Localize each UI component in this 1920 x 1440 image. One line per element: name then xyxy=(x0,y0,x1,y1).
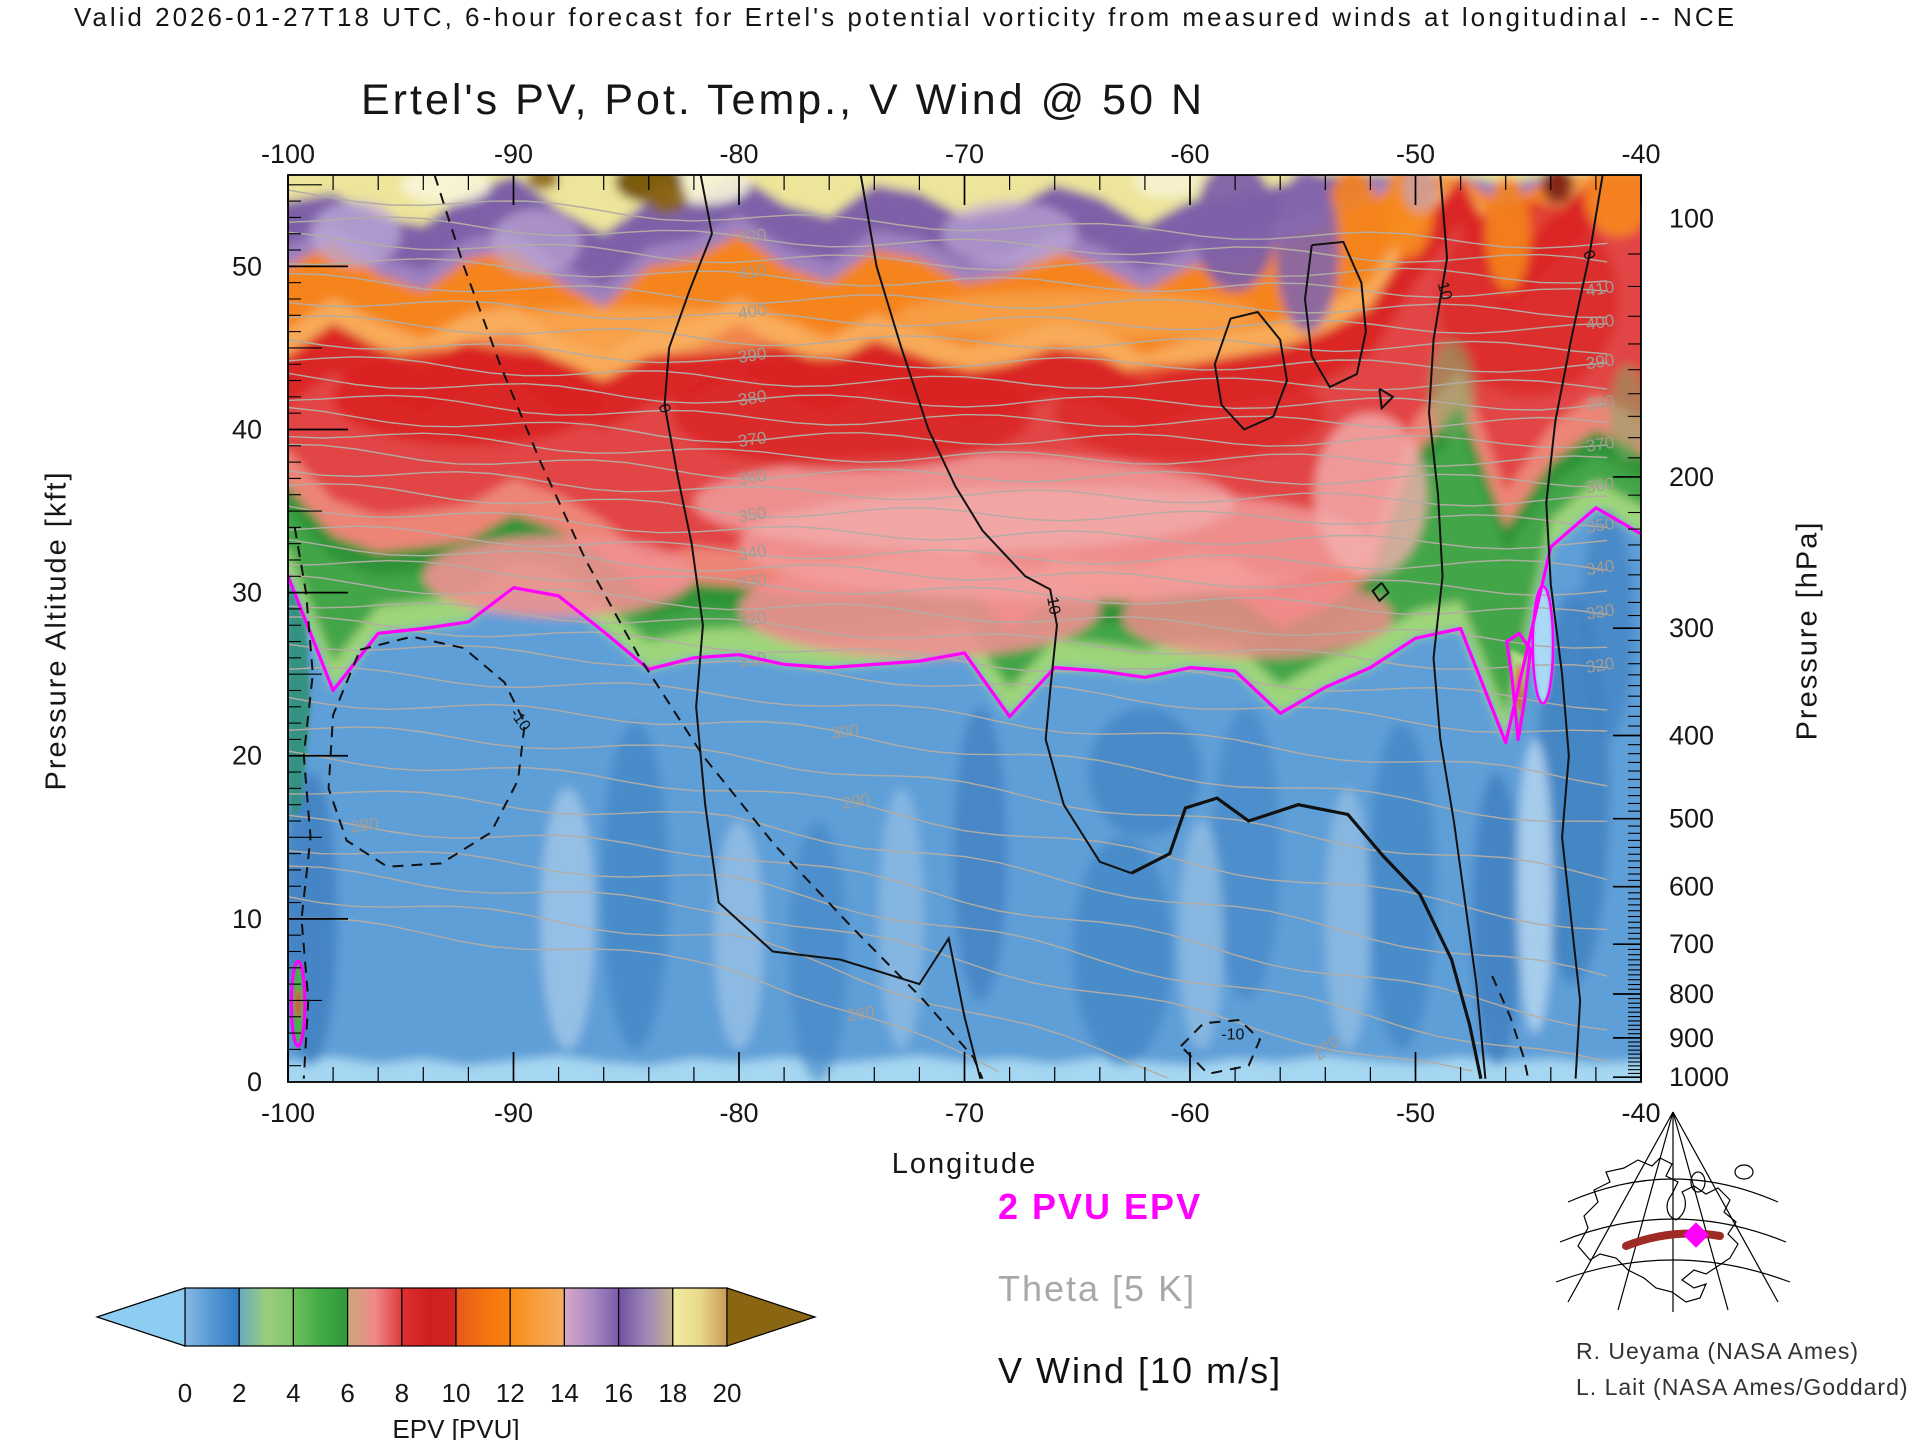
svg-text:330: 330 xyxy=(1585,600,1616,623)
svg-text:30: 30 xyxy=(232,578,262,608)
svg-text:-40: -40 xyxy=(1621,1098,1660,1128)
svg-text:0: 0 xyxy=(247,1067,262,1097)
locator-map xyxy=(1555,1111,1791,1312)
svg-text:400: 400 xyxy=(1585,311,1616,334)
svg-text:380: 380 xyxy=(1585,391,1616,414)
legend-theta: Theta [5 K] xyxy=(998,1268,1197,1309)
legend-v-wind: V Wind [10 m/s] xyxy=(998,1350,1283,1391)
svg-text:600: 600 xyxy=(1669,872,1714,902)
svg-text:410: 410 xyxy=(737,261,768,284)
svg-text:-90: -90 xyxy=(494,139,533,169)
svg-text:-70: -70 xyxy=(945,139,984,169)
svg-text:8: 8 xyxy=(395,1378,409,1408)
valid-time-header: Valid 2026-01-27T18 UTC, 6-hour forecast… xyxy=(74,2,1738,32)
svg-text:-90: -90 xyxy=(494,1098,533,1128)
svg-text:-60: -60 xyxy=(1170,139,1209,169)
svg-text:420: 420 xyxy=(737,225,768,248)
svg-text:340: 340 xyxy=(737,541,768,564)
svg-text:500: 500 xyxy=(1669,804,1714,834)
svg-text:390: 390 xyxy=(737,344,768,367)
svg-text:12: 12 xyxy=(496,1378,525,1408)
svg-text:40: 40 xyxy=(232,414,262,444)
svg-text:10: 10 xyxy=(1434,280,1455,302)
epv-filled-contours xyxy=(288,175,1641,1082)
svg-text:370: 370 xyxy=(737,428,768,451)
svg-text:-10: -10 xyxy=(1221,1027,1244,1044)
svg-text:700: 700 xyxy=(1669,929,1714,959)
credit-author-2: L. Lait (NASA Ames/Goddard) xyxy=(1576,1374,1909,1400)
pvu2-contour xyxy=(288,506,1641,1048)
svg-text:-60: -60 xyxy=(1170,1098,1209,1128)
svg-text:18: 18 xyxy=(658,1378,687,1408)
svg-text:100: 100 xyxy=(1669,203,1714,233)
svg-text:0: 0 xyxy=(178,1378,192,1408)
svg-text:-100: -100 xyxy=(261,1098,315,1128)
svg-text:50: 50 xyxy=(232,251,262,281)
legend-2pvu-epv: 2 PVU EPV xyxy=(998,1186,1203,1227)
svg-text:350: 350 xyxy=(737,503,768,526)
svg-text:-80: -80 xyxy=(719,139,758,169)
svg-text:900: 900 xyxy=(1669,1023,1714,1053)
svg-text:16: 16 xyxy=(604,1378,633,1408)
svg-text:360: 360 xyxy=(737,466,768,489)
svg-text:0: 0 xyxy=(655,402,673,414)
svg-text:2: 2 xyxy=(232,1378,246,1408)
axis-tick-labels: -100-100-90-90-80-80-70-70-60-60-50-50-4… xyxy=(232,139,1729,1128)
svg-text:10: 10 xyxy=(1043,596,1063,617)
svg-text:410: 410 xyxy=(1585,277,1616,300)
svg-text:300: 300 xyxy=(829,720,860,743)
svg-text:10: 10 xyxy=(442,1378,471,1408)
left-axis-title: Pressure Altitude [kft] xyxy=(40,470,73,791)
svg-text:400: 400 xyxy=(1669,720,1714,750)
epv-colorbar-labels: 0 2 4 6 8 10 12 14 16 18 20 EPV [PVU] xyxy=(178,1378,742,1440)
svg-text:4: 4 xyxy=(286,1378,300,1408)
svg-text:300: 300 xyxy=(1669,613,1714,643)
svg-text:350: 350 xyxy=(1585,514,1616,537)
svg-text:390: 390 xyxy=(1585,350,1616,373)
svg-text:320: 320 xyxy=(1585,654,1616,677)
credit-author-1: R. Ueyama (NASA Ames) xyxy=(1576,1338,1860,1364)
svg-text:200: 200 xyxy=(1669,462,1714,492)
svg-text:-80: -80 xyxy=(719,1098,758,1128)
svg-text:280: 280 xyxy=(349,814,380,837)
svg-text:-100: -100 xyxy=(261,139,315,169)
theta-contour-labels: 3103203303403503603703803904004104203203… xyxy=(349,225,1616,1064)
epv-colorbar xyxy=(95,1287,817,1347)
svg-text:EPV [PVU]: EPV [PVU] xyxy=(392,1414,519,1440)
svg-text:800: 800 xyxy=(1669,979,1714,1009)
svg-text:290: 290 xyxy=(841,790,872,813)
svg-text:1000: 1000 xyxy=(1669,1062,1729,1092)
svg-text:-50: -50 xyxy=(1396,1098,1435,1128)
svg-text:400: 400 xyxy=(737,300,768,323)
svg-text:10: 10 xyxy=(232,904,262,934)
svg-text:20: 20 xyxy=(713,1378,742,1408)
theta-contours xyxy=(288,189,1608,1079)
chart-title: Ertel's PV, Pot. Temp., V Wind @ 50 N xyxy=(361,76,1205,124)
x-axis-title: Longitude xyxy=(891,1148,1038,1180)
svg-text:20: 20 xyxy=(232,741,262,771)
svg-text:14: 14 xyxy=(550,1378,579,1408)
svg-text:-70: -70 xyxy=(945,1098,984,1128)
axes xyxy=(287,174,1642,1083)
svg-text:370: 370 xyxy=(1585,433,1616,456)
svg-text:360: 360 xyxy=(1585,474,1616,497)
svg-text:-50: -50 xyxy=(1396,139,1435,169)
svg-text:330: 330 xyxy=(737,570,768,593)
svg-text:320: 320 xyxy=(737,608,768,631)
svg-text:380: 380 xyxy=(737,387,768,410)
svg-text:-40: -40 xyxy=(1621,139,1660,169)
svg-text:6: 6 xyxy=(340,1378,354,1408)
v-wind-contours xyxy=(293,175,1604,1080)
right-axis-title: Pressure [hPa] xyxy=(1791,520,1824,741)
svg-text:260: 260 xyxy=(845,1002,876,1025)
svg-text:340: 340 xyxy=(1585,556,1616,579)
